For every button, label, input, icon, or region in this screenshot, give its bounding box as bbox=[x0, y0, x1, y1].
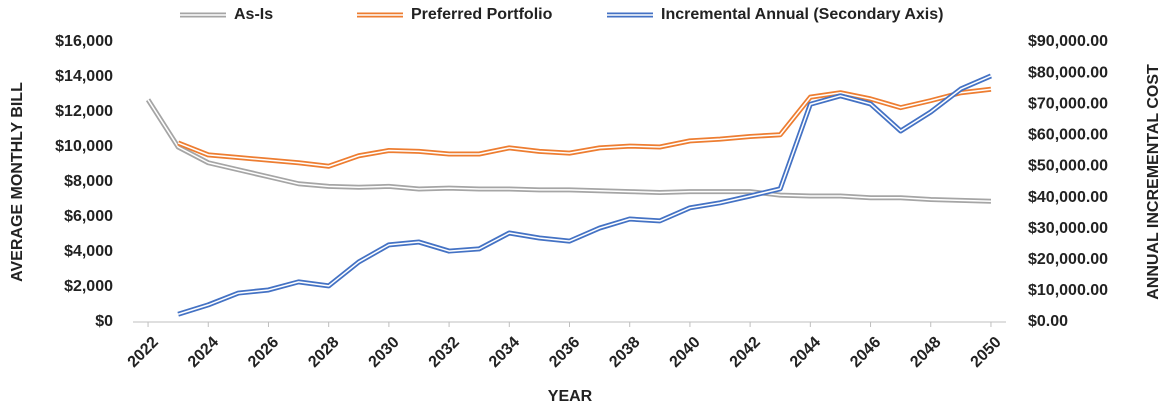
y2-tick-label: $0.00 bbox=[1028, 313, 1068, 330]
series-line bbox=[177, 73, 992, 317]
series-line bbox=[145, 98, 992, 204]
y-axis-title: AVERAGE MONTHLY BILL bbox=[9, 82, 26, 282]
x-tick-label: 2050 bbox=[968, 334, 1005, 371]
x-tick-label: 2024 bbox=[185, 334, 222, 371]
x-tick-label: 2040 bbox=[667, 334, 704, 371]
y2-tick-label: $50,000.00 bbox=[1028, 158, 1108, 175]
x-tick-label: 2030 bbox=[366, 334, 403, 371]
y2-tick-label: $10,000.00 bbox=[1028, 282, 1108, 299]
legend-label: Preferred Portfolio bbox=[411, 6, 553, 23]
y2-tick-label: $20,000.00 bbox=[1028, 251, 1108, 268]
x-tick-label: 2028 bbox=[305, 334, 342, 371]
y-tick-label: $14,000 bbox=[55, 68, 113, 85]
y-tick-label: $6,000 bbox=[64, 208, 113, 225]
series-line-inner bbox=[147, 99, 991, 202]
x-axis-title: YEAR bbox=[548, 388, 593, 405]
series-line-inner bbox=[177, 88, 992, 167]
y-tick-label: $10,000 bbox=[55, 138, 113, 155]
x-tick-label: 2034 bbox=[486, 334, 523, 371]
x-tick-label: 2046 bbox=[847, 334, 884, 371]
x-tick-label: 2044 bbox=[787, 334, 824, 371]
legend-label: Incremental Annual (Secondary Axis) bbox=[661, 6, 943, 23]
series-line-inner bbox=[177, 75, 992, 315]
y-tick-label: $0 bbox=[95, 313, 113, 330]
x-tick-label: 2026 bbox=[245, 334, 282, 371]
x-tick-label: 2036 bbox=[546, 334, 583, 371]
y2-tick-label: $30,000.00 bbox=[1028, 220, 1108, 237]
series-line bbox=[177, 86, 992, 169]
x-tick-label: 2042 bbox=[727, 334, 764, 371]
y2-tick-label: $80,000.00 bbox=[1028, 64, 1108, 81]
legend-label: As-Is bbox=[234, 6, 273, 23]
y2-axis-title: ANNUAL INCREMENTAL COST bbox=[1145, 64, 1162, 300]
x-tick-label: 2022 bbox=[125, 334, 162, 371]
y-tick-label: $8,000 bbox=[64, 173, 113, 190]
x-tick-label: 2038 bbox=[606, 334, 643, 371]
y-tick-label: $12,000 bbox=[55, 103, 113, 120]
y2-tick-label: $70,000.00 bbox=[1028, 95, 1108, 112]
y-tick-label: $2,000 bbox=[64, 278, 113, 295]
y2-tick-label: $90,000.00 bbox=[1028, 33, 1108, 50]
y2-tick-label: $60,000.00 bbox=[1028, 127, 1108, 144]
x-tick-label: 2032 bbox=[426, 334, 463, 371]
y-tick-label: $4,000 bbox=[64, 243, 113, 260]
y2-tick-label: $40,000.00 bbox=[1028, 189, 1108, 206]
x-tick-label: 2048 bbox=[907, 334, 944, 371]
y-tick-label: $16,000 bbox=[55, 33, 113, 50]
